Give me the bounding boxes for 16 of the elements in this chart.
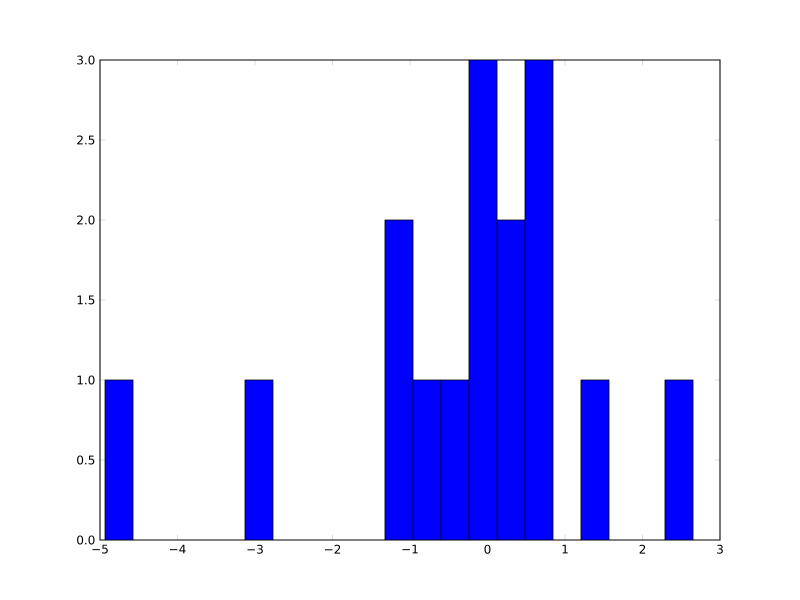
x-tick-label: −3 <box>247 544 263 554</box>
x-tick-label: 3 <box>717 544 723 554</box>
x-tick-label: −5 <box>92 544 108 554</box>
y-tick-label: 1.5 <box>78 296 94 304</box>
x-tick-label: −1 <box>402 544 418 554</box>
y-tick-label: 3.0 <box>77 55 95 65</box>
x-tick-label: 0 <box>484 544 491 554</box>
y-tick-label: 2.0 <box>77 215 95 225</box>
x-tick-label: −4 <box>170 544 186 554</box>
x-tick-label: −2 <box>324 544 340 554</box>
x-tick-label: 2 <box>640 544 646 554</box>
y-tick-label: 1.0 <box>78 375 95 385</box>
y-tick-label: 0.5 <box>77 455 94 465</box>
y-tick-label: 0.0 <box>77 535 95 545</box>
y-tick-label: 2.5 <box>77 135 94 145</box>
x-tick-label: 1 <box>562 544 568 554</box>
